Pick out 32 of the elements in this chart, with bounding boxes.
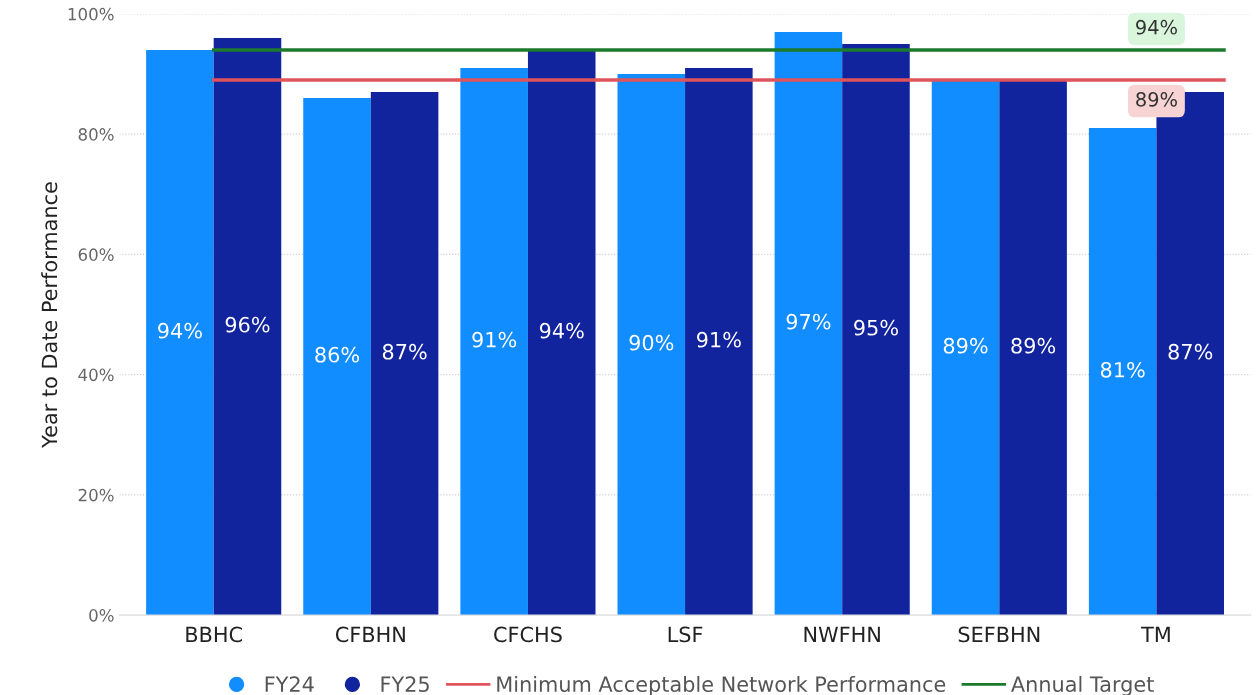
legend-label: FY24 [265, 676, 314, 692]
y-tick-label: 100% [68, 7, 114, 21]
x-tick-label: TM [1141, 626, 1170, 643]
y-tick-label: 0% [89, 609, 114, 622]
data-label: 87% [1168, 343, 1213, 360]
data-label: 81% [1100, 361, 1145, 378]
x-tick-label: CFBHN [335, 626, 405, 643]
x-tick-label: SEFBHN [958, 626, 1040, 643]
data-label: 95% [854, 319, 898, 336]
annotation: 94% [1136, 19, 1177, 35]
x-tick-label: LSF [668, 626, 703, 643]
y-tick-label: 40% [78, 368, 114, 382]
data-label: 89% [943, 337, 988, 354]
data-label: 97% [786, 313, 831, 330]
x-tick-label: BBHC [186, 626, 242, 643]
data-label: 94% [539, 322, 584, 339]
data-label: 91% [697, 331, 741, 348]
data-label: 90% [629, 334, 674, 351]
x-tick-label: NWFHN [804, 626, 880, 643]
x-tick-label: CFCHS [494, 626, 562, 643]
data-label: 86% [315, 346, 360, 363]
y-tick-label: 80% [78, 128, 114, 141]
legend-label: FY25 [381, 676, 429, 693]
y-tick-label: 60% [78, 248, 114, 261]
data-label: 94% [158, 322, 202, 339]
data-label: 87% [382, 343, 427, 360]
data-label: 89% [1011, 337, 1056, 354]
data-label: 91% [472, 331, 517, 348]
y-axis-title: Year to Date Performance [41, 182, 58, 448]
annotation: 89% [1136, 92, 1177, 107]
y-tick-label: 20% [78, 488, 114, 502]
data-label: 96% [225, 316, 270, 333]
